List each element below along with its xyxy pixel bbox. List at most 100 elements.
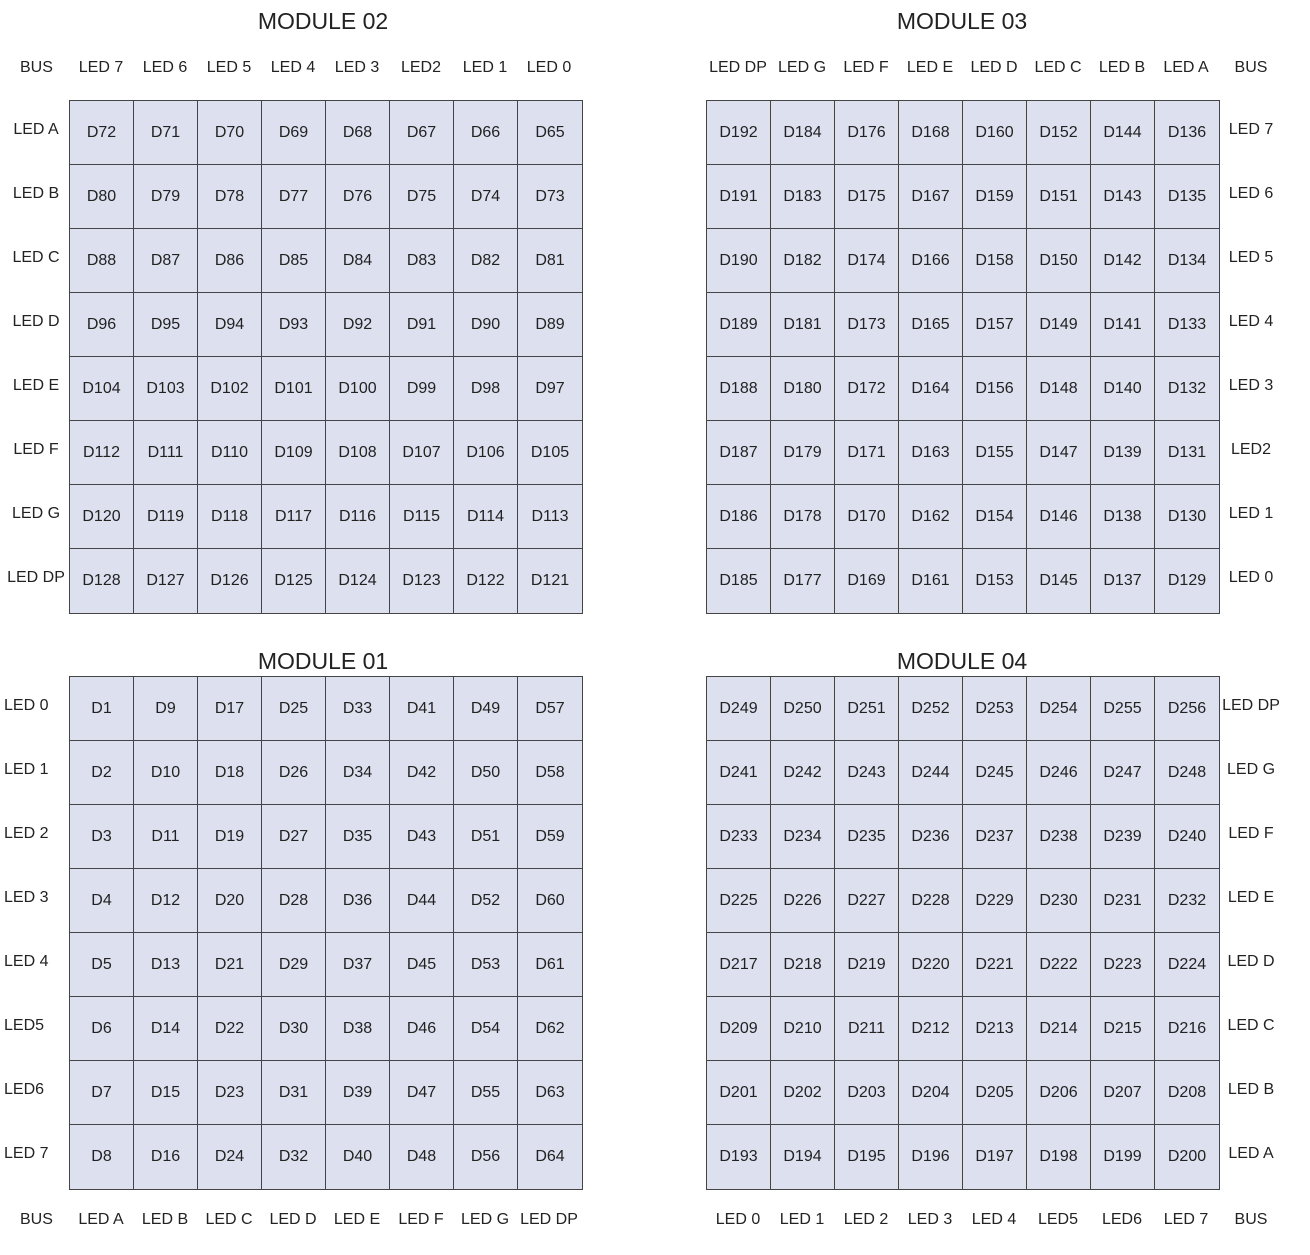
led-cell: D53 <box>454 933 518 997</box>
module-title: MODULE 02 <box>257 8 389 34</box>
row-label: LED 7 <box>4 1145 49 1163</box>
led-cell: D80 <box>70 165 134 229</box>
led-cell: D180 <box>771 357 835 421</box>
led-cell: D63 <box>518 1061 582 1125</box>
led-cell: D104 <box>70 357 134 421</box>
row-label: LED B <box>12 185 60 203</box>
led-cell: D244 <box>899 741 963 805</box>
row-label: LED F <box>13 441 59 459</box>
column-label: LED A <box>78 1211 124 1228</box>
led-cell: D200 <box>1167 1148 1207 1165</box>
led-cell: D198 <box>1027 1125 1091 1189</box>
led-cell: D98 <box>454 357 518 421</box>
led-cell: D16 <box>134 1125 198 1189</box>
led-cell: D141 <box>1091 293 1155 357</box>
column-label: LED D <box>269 1211 317 1228</box>
led-cell: D7 <box>70 1061 134 1125</box>
led-cell: D175 <box>835 165 899 229</box>
led-cell: D144 <box>1091 101 1155 165</box>
column-label: LED C <box>205 1211 253 1228</box>
led-cell: D241 <box>707 741 771 805</box>
led-cell: D126 <box>198 549 262 613</box>
led-cell: D71 <box>134 101 198 165</box>
led-cell: D218 <box>771 933 835 997</box>
row-label: LED 1 <box>1228 505 1274 523</box>
column-label: LED F <box>398 1211 444 1228</box>
led-cell: D154 <box>963 485 1027 549</box>
led-cell: D24 <box>198 1125 262 1189</box>
led-cell: D255 <box>1091 677 1155 741</box>
led-cell: D196 <box>899 1125 963 1189</box>
module-title: MODULE 04 <box>896 648 1028 674</box>
led-cell: D41 <box>390 677 454 741</box>
led-cell: D253 <box>963 677 1027 741</box>
led-cell: D99 <box>390 357 454 421</box>
column-label: LED B <box>1098 59 1146 76</box>
led-cell: D190 <box>707 229 771 293</box>
row-label: LED 0 <box>4 697 49 715</box>
led-cell: D138 <box>1091 485 1155 549</box>
led-cell: D39 <box>326 1061 390 1125</box>
led-cell: D44 <box>390 869 454 933</box>
led-cell: D249 <box>707 677 771 741</box>
led-cell: D226 <box>771 869 835 933</box>
led-cell: D197 <box>963 1125 1027 1189</box>
led-cell: D247 <box>1091 741 1155 805</box>
led-cell: D243 <box>835 741 899 805</box>
led-cell: D34 <box>326 741 390 805</box>
row-label: LED5 <box>4 1017 45 1035</box>
row-label: LED DP <box>7 569 65 587</box>
led-cell: D211 <box>835 997 899 1061</box>
led-cell: D192 <box>707 101 771 165</box>
column-label: LED 7 <box>78 59 124 76</box>
led-cell: D208 <box>1155 1061 1219 1125</box>
column-label: LED D <box>970 59 1018 76</box>
led-cell: D46 <box>390 997 454 1061</box>
led-cell: D26 <box>262 741 326 805</box>
led-cell: D184 <box>771 101 835 165</box>
led-cell: D238 <box>1027 805 1091 869</box>
led-cell: D161 <box>899 549 963 613</box>
led-cell: D15 <box>134 1061 198 1125</box>
led-cell: D103 <box>134 357 198 421</box>
column-label: LED6 <box>1101 1211 1143 1228</box>
led-cell: D129 <box>1167 572 1207 589</box>
module-title: MODULE 03 <box>896 8 1028 34</box>
led-cell: D237 <box>963 805 1027 869</box>
led-cell: D9 <box>134 677 198 741</box>
led-cell: D5 <box>70 933 134 997</box>
led-cell: D115 <box>390 485 454 549</box>
led-cell: D191 <box>707 165 771 229</box>
led-cell: D87 <box>134 229 198 293</box>
led-cell: D121 <box>530 572 570 589</box>
led-cell: D30 <box>262 997 326 1061</box>
row-label: LED 3 <box>1228 377 1274 395</box>
led-cell: D124 <box>326 549 390 613</box>
led-cell: D90 <box>454 293 518 357</box>
led-cell: D157 <box>963 293 1027 357</box>
bus-label: BUS <box>20 59 53 76</box>
led-cell: D25 <box>262 677 326 741</box>
led-cell: D227 <box>835 869 899 933</box>
row-label: LED 6 <box>1228 185 1274 203</box>
led-cell: D36 <box>326 869 390 933</box>
led-cell: D188 <box>707 357 771 421</box>
row-label: LED2 <box>1230 441 1272 459</box>
row-label: LED DP <box>1222 697 1280 715</box>
led-cell: D165 <box>899 293 963 357</box>
led-cell: D164 <box>899 357 963 421</box>
row-label: LED 3 <box>4 889 49 907</box>
led-cell: D186 <box>707 485 771 549</box>
led-cell: D181 <box>771 293 835 357</box>
led-cell: D94 <box>198 293 262 357</box>
led-cell: D152 <box>1027 101 1091 165</box>
led-cell: D151 <box>1027 165 1091 229</box>
led-cell: D28 <box>262 869 326 933</box>
led-cell: D145 <box>1027 549 1091 613</box>
led-cell: D127 <box>134 549 198 613</box>
row-label: LED D <box>1227 953 1275 971</box>
bus-label: BUS <box>1234 1211 1268 1228</box>
led-cell: D2 <box>70 741 134 805</box>
led-cell: D68 <box>326 101 390 165</box>
led-cell: D156 <box>963 357 1027 421</box>
